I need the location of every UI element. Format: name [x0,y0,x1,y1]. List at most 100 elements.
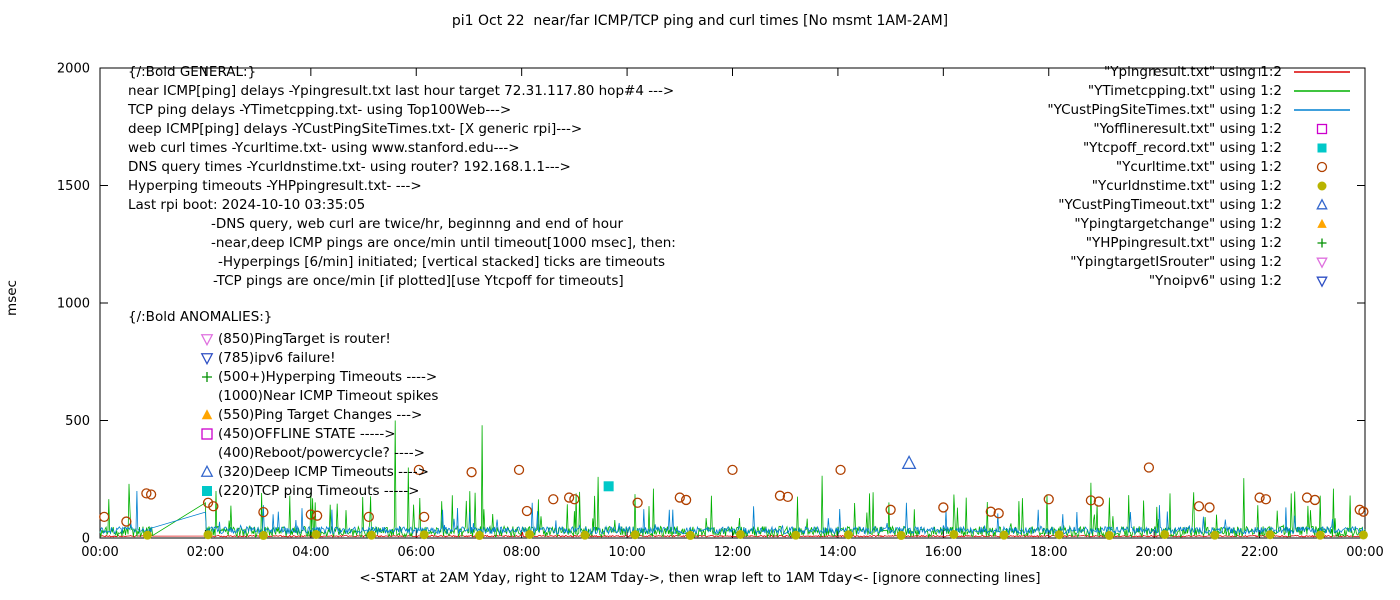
legend-label: "YpingtargetISrouter" using 1:2 [1070,253,1282,270]
general-line-7: Last rpi boot: 2024-10-10 03:35:05 [128,197,366,213]
legend-label: "YTimetcpping.txt" using 1:2 [1087,82,1282,99]
legend-label: "YCustPingTimeout.txt" using 1:2 [1058,196,1282,213]
nabla-icon [200,352,214,365]
legend-item-7: "YCustPingTimeout.txt" using 1:2 [1047,195,1352,214]
open-circle-icon [1309,494,1321,506]
open-circle-icon [413,464,425,476]
open-circle-icon [674,492,685,503]
general-annotations: {/:Bold GENERAL:} near ICMP[ping] delays … [128,63,676,291]
filled-circle-icon [475,530,484,540]
open-triangle-icon [200,464,214,477]
triangle-open-icon [200,464,214,477]
legend-item-2: "YCustPingSiteTimes.txt" using 1:2 [1047,100,1352,119]
filled-circle-icon [1315,530,1325,540]
filled-circle-icon [1210,530,1220,540]
legend-label: "YHPpingresult.txt" using 1:2 [1085,234,1282,251]
legend-item-10: "YpingtargetISrouter" using 1:2 [1047,252,1352,271]
general-line-1: near ICMP[ping] delays -Ypingresult.txt … [128,83,675,99]
anomaly-item-6: (400)Reboot/powercycle? ----> [199,443,438,462]
x-tick-label: 16:00 [925,545,962,560]
legend-label: "Ynoipv6" using 1:2 [1148,272,1282,289]
open-square-icon [1316,123,1328,134]
filled-circle-icon [791,530,801,540]
x-tick-label: 00:00 [81,545,118,560]
anomalies-header: {/:Bold ANOMALIES:} [128,309,273,325]
plus-icon [202,371,212,382]
filled-triangle-icon [1317,218,1327,228]
square-open-icon [1316,123,1328,134]
series-YTimetcpping [99,420,1366,539]
anomaly-item-0: (850)PingTarget is router! [199,329,438,348]
legend-label: "Ycurldnstime.txt" using 1:2 [1091,177,1282,194]
anomaly-item-1: (785)ipv6 failure! [199,348,438,367]
legend-item-11: "Ynoipv6" using 1:2 [1047,271,1352,290]
open-circle-icon [563,492,575,503]
filled-circle-icon [630,530,640,540]
open-circle-icon [305,509,316,520]
anomaly-text: (220)TCP ping Timeouts -----> [218,482,420,499]
filled-square-icon [1317,143,1327,152]
filled-circle-icon [1358,530,1368,540]
chart-title: pi1 Oct 22 near/far ICMP/TCP ping and cu… [451,13,949,29]
open-circle-icon [419,511,430,522]
open-circle-icon [835,464,846,476]
filled-circle-icon [685,530,695,540]
open-circle-icon [1043,494,1054,505]
filled-circle-icon [1054,530,1064,540]
filled-square-icon [603,481,614,492]
line-icon [1294,70,1350,73]
filled-circle-icon [580,530,590,540]
general-line-6: Hyperping timeouts -YHPpingresult.txt- -… [128,178,422,194]
anomaly-text: (400)Reboot/powercycle? ----> [218,444,425,461]
triangle-filled-icon [1317,218,1327,228]
filled-circle-icon [525,529,535,539]
filled-circle-icon [258,530,268,540]
open-circle-icon [569,494,580,505]
legend: "Ypingresult.txt" using 1:2 "YTimetcpping… [1047,62,1352,290]
open-circle-icon [1093,496,1104,507]
nabla-open-icon [200,352,214,365]
filled-circle-icon [419,530,429,540]
general-line-2: TCP ping delays -YTimetcpping.txt- using… [128,102,512,118]
line-icon [1294,108,1350,111]
open-circle-icon [548,494,559,505]
line-icon [1294,89,1350,92]
legend-label: "Yofflineresult.txt" using 1:2 [1093,120,1282,137]
open-circle-icon [774,490,786,501]
general-line-0: {/:Bold GENERAL:} [128,64,257,80]
spacer-icon [199,445,215,461]
x-tick-label: 22:00 [1241,545,1278,560]
nabla-open-icon [1316,257,1328,269]
legend-label: "Ycurltime.txt" using 1:2 [1115,158,1282,175]
open-circle-icon [1193,501,1205,512]
open-circle-icon [632,497,643,508]
y-tick-label: 0 [82,532,90,547]
x-tick-label: 00:00 [1346,545,1383,560]
general-line-8: -DNS query, web curl are twice/hr, begin… [211,216,624,232]
filled-circle-icon [843,530,853,540]
open-circle-icon [312,510,323,521]
x-tick-label: 06:00 [398,545,435,560]
filled-triangle-icon [201,408,213,419]
open-circle-icon [513,464,525,476]
open-circle-icon [885,504,896,515]
legend-label: "Ytcpoff_record.txt" using 1:2 [1082,139,1282,156]
filled-circle-icon [1104,530,1114,540]
x-axis-caption: <-START at 2AM Yday, right to 12AM Tday-… [359,570,1041,586]
filled-circle-icon [999,530,1009,540]
open-circle-icon [680,494,692,506]
legend-label: "YCustPingSiteTimes.txt" using 1:2 [1047,101,1282,118]
anomaly-text: (850)PingTarget is router! [218,330,391,347]
anomaly-item-5: (450)OFFLINE STATE -----> [199,424,438,443]
open-circle-icon [782,491,793,503]
anomaly-text: (550)Ping Target Changes ---> [218,406,423,423]
anomaly-text: (500+)Hyperping Timeouts ----> [218,368,438,385]
anomaly-item-4: (550)Ping Target Changes ---> [199,405,438,424]
open-circle-icon [938,502,949,513]
filled-circle-icon [1160,529,1170,539]
filled-circle-icon [142,530,152,540]
general-line-11: -TCP pings are once/min [if plotted][use… [213,273,624,289]
y-tick-label: 1500 [57,179,90,194]
filled-circle-icon [1317,181,1327,190]
